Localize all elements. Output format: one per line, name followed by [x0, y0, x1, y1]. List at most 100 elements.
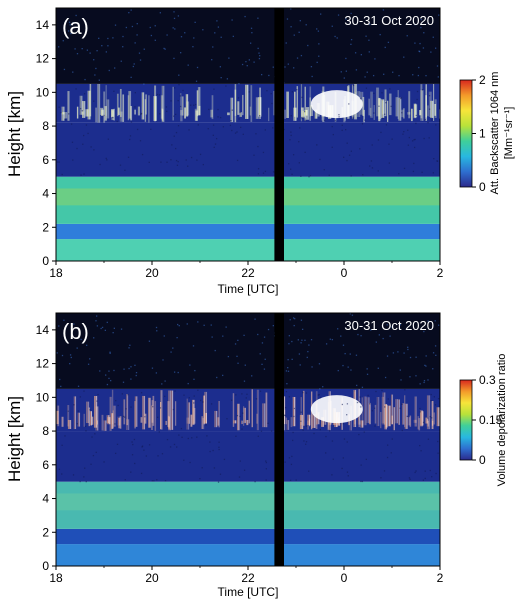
noise-speck	[236, 355, 238, 357]
cirrus-streak	[116, 93, 119, 117]
noise-speck	[213, 88, 215, 90]
noise-speck	[383, 470, 386, 472]
noise-speck	[58, 106, 60, 108]
noise-speck	[386, 456, 389, 459]
cirrus-streak	[268, 107, 270, 122]
noise-speck	[83, 134, 85, 137]
cirrus-streak	[186, 417, 190, 430]
noise-speck	[434, 345, 437, 347]
cirrus-streak	[417, 416, 420, 430]
noise-speck	[371, 167, 374, 169]
noise-speck	[325, 452, 327, 454]
noise-speck	[345, 129, 347, 131]
noise-speck	[177, 371, 179, 374]
cirrus-streak	[134, 109, 136, 115]
noise-speck	[358, 433, 360, 436]
noise-speck	[308, 176, 310, 178]
noise-speck	[301, 96, 303, 99]
cirrus-streak	[388, 93, 392, 116]
noise-speck	[176, 446, 178, 448]
noise-speck	[299, 20, 301, 22]
noise-speck	[216, 376, 218, 379]
cirrus-streak	[376, 87, 380, 117]
noise-speck	[422, 421, 425, 424]
noise-speck	[346, 471, 349, 473]
noise-speck	[343, 77, 345, 79]
noise-speck	[196, 66, 199, 69]
cirrus-core	[310, 90, 363, 119]
noise-speck	[265, 460, 267, 462]
noise-speck	[360, 406, 362, 408]
noise-speck	[223, 458, 226, 461]
noise-speck	[149, 26, 151, 29]
noise-speck	[133, 438, 136, 441]
noise-speck	[386, 324, 388, 326]
noise-speck	[245, 397, 247, 399]
noise-speck	[171, 144, 173, 146]
noise-speck	[56, 352, 58, 354]
noise-speck	[105, 374, 107, 376]
noise-speck	[178, 83, 180, 86]
noise-speck	[415, 114, 417, 117]
noise-speck	[173, 11, 175, 13]
noise-speck	[305, 443, 307, 445]
noise-speck	[346, 142, 348, 144]
y-tick-label: 6	[42, 458, 49, 472]
cirrus-streak	[164, 420, 168, 425]
noise-speck	[374, 425, 376, 427]
cirrus-streak	[398, 399, 401, 425]
noise-speck	[140, 392, 143, 394]
noise-speck	[265, 461, 268, 464]
noise-speck	[122, 46, 124, 48]
noise-speck	[292, 317, 295, 319]
noise-speck	[164, 480, 167, 482]
noise-speck	[427, 417, 429, 419]
x-tick-label: 20	[145, 266, 159, 280]
noise-speck	[166, 161, 168, 163]
noise-speck	[423, 32, 425, 34]
noise-speck	[87, 132, 89, 135]
colorbar-ticks-b: 0 0.15 0.3	[472, 373, 503, 467]
aerosol-band-bright	[56, 188, 440, 206]
noise-speck	[341, 129, 343, 132]
noise-speck	[331, 338, 334, 341]
noise-speck	[76, 53, 79, 55]
cirrus-streak	[100, 107, 104, 115]
colorbar-ticks-a: 0 1 2	[472, 73, 486, 194]
noise-speck	[172, 27, 174, 29]
noise-speck	[407, 129, 409, 131]
noise-speck	[64, 435, 66, 437]
noise-speck	[173, 135, 175, 137]
noise-speck	[437, 76, 439, 78]
cirrus-streak	[401, 109, 404, 118]
noise-speck	[403, 167, 406, 170]
noise-speck	[383, 73, 385, 75]
noise-speck	[292, 431, 294, 434]
noise-speck	[261, 363, 263, 366]
noise-speck	[427, 22, 429, 24]
cirrus-streak	[117, 416, 121, 426]
noise-speck	[328, 430, 331, 432]
noise-speck	[434, 404, 437, 406]
cirrus-streak	[82, 101, 86, 118]
noise-speck	[181, 436, 183, 438]
x-tick-label: 0	[341, 266, 348, 280]
noise-speck	[366, 368, 368, 370]
noise-speck	[360, 480, 362, 483]
noise-speck	[173, 17, 176, 20]
noise-speck	[123, 368, 125, 370]
noise-speck	[248, 59, 251, 61]
noise-speck	[226, 78, 229, 80]
noise-speck	[154, 25, 156, 27]
noise-speck	[242, 133, 244, 135]
cirrus-streak	[419, 110, 422, 116]
x-tick-label: 2	[437, 266, 444, 280]
cirrus-streak	[309, 97, 312, 121]
noise-speck	[217, 26, 220, 28]
noise-speck	[253, 154, 255, 156]
cirrus-streak	[310, 105, 314, 117]
noise-speck	[185, 159, 187, 161]
noise-speck	[116, 443, 119, 445]
cirrus-streak	[86, 401, 90, 424]
noise-speck	[148, 444, 151, 446]
